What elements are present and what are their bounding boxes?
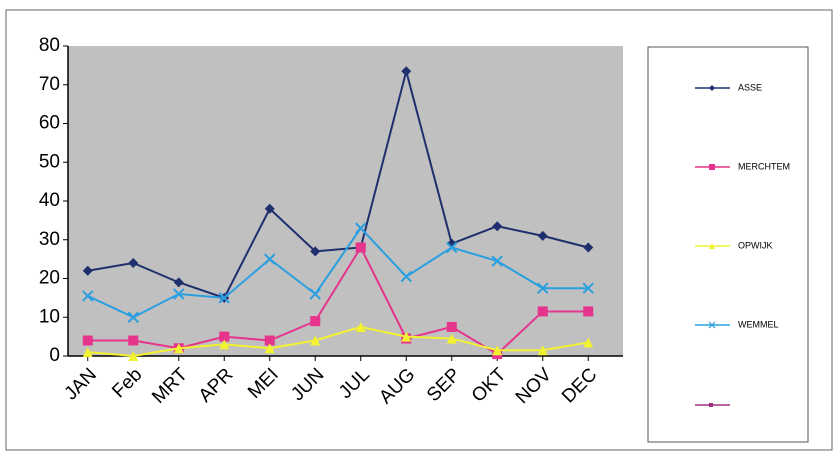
legend-label: OPWIJK	[738, 240, 773, 250]
y-tick-label: 80	[39, 35, 60, 56]
marker	[537, 282, 549, 294]
y-tick-label: 70	[39, 74, 60, 95]
marker	[583, 242, 594, 253]
y-tick-label: 10	[39, 306, 60, 327]
legend-empty-marker	[709, 403, 713, 407]
series-2	[82, 321, 594, 361]
legend-marker	[708, 321, 716, 329]
legend-box	[647, 46, 809, 443]
marker	[582, 282, 594, 294]
y-tick-label: 20	[39, 268, 60, 289]
marker	[355, 222, 367, 234]
legend-label: WEMMEL	[738, 319, 779, 329]
marker	[583, 306, 594, 317]
marker	[82, 290, 94, 302]
y-tick-label: 60	[39, 113, 60, 134]
marker	[128, 258, 139, 268]
y-tick-label: 30	[39, 229, 60, 250]
marker	[264, 335, 275, 346]
series-3	[82, 222, 594, 323]
marker	[127, 311, 139, 323]
marker	[219, 339, 230, 350]
legend-marker	[709, 85, 715, 91]
marker	[355, 242, 366, 253]
marker	[82, 265, 93, 276]
marker	[310, 335, 321, 346]
y-tick-label: 0	[49, 345, 60, 366]
y-tick-label: 40	[39, 190, 60, 211]
legend-label: ASSE	[738, 82, 762, 92]
marker	[309, 288, 321, 300]
marker	[492, 221, 503, 232]
marker	[310, 316, 321, 327]
series-line	[87, 325, 589, 358]
marker	[264, 343, 275, 354]
marker	[264, 203, 275, 214]
marker	[401, 66, 412, 77]
marker	[537, 306, 548, 317]
marker	[128, 351, 139, 361]
legend-label: MERCHTEM	[738, 161, 790, 171]
marker	[173, 343, 184, 354]
marker	[128, 335, 139, 346]
marker	[400, 270, 412, 283]
marker	[401, 331, 412, 342]
y-tick-label: 50	[39, 151, 60, 172]
marker	[491, 255, 503, 267]
marker	[583, 337, 594, 348]
marker	[492, 345, 503, 356]
marker	[173, 277, 184, 288]
marker	[446, 241, 458, 254]
marker	[537, 230, 548, 241]
legend-marker	[709, 164, 715, 170]
marker	[355, 321, 366, 332]
marker	[219, 331, 230, 342]
legend-marker	[709, 243, 715, 249]
marker	[218, 292, 230, 304]
series-line	[87, 245, 589, 356]
marker	[537, 345, 548, 356]
marker	[173, 288, 185, 300]
series-line	[87, 67, 589, 300]
marker	[82, 335, 93, 346]
marker	[446, 321, 457, 332]
series-line	[87, 226, 589, 319]
marker	[264, 253, 276, 265]
marker	[446, 333, 457, 344]
marker	[310, 246, 321, 257]
marker	[82, 347, 93, 358]
